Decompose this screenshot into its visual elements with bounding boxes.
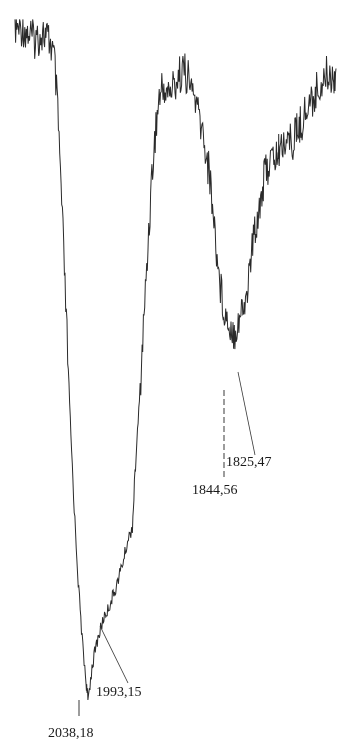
peak-label-1993: 1993,15 [96,685,142,700]
peak-label-2038: 2038,18 [48,726,94,741]
peak-leader-1993 [99,625,129,684]
peak-label-1844: 1844,56 [192,483,238,498]
peak-label-1825: 1825,47 [226,455,272,470]
peak-leader-1825 [237,371,256,456]
spectrum-trace [14,19,337,701]
